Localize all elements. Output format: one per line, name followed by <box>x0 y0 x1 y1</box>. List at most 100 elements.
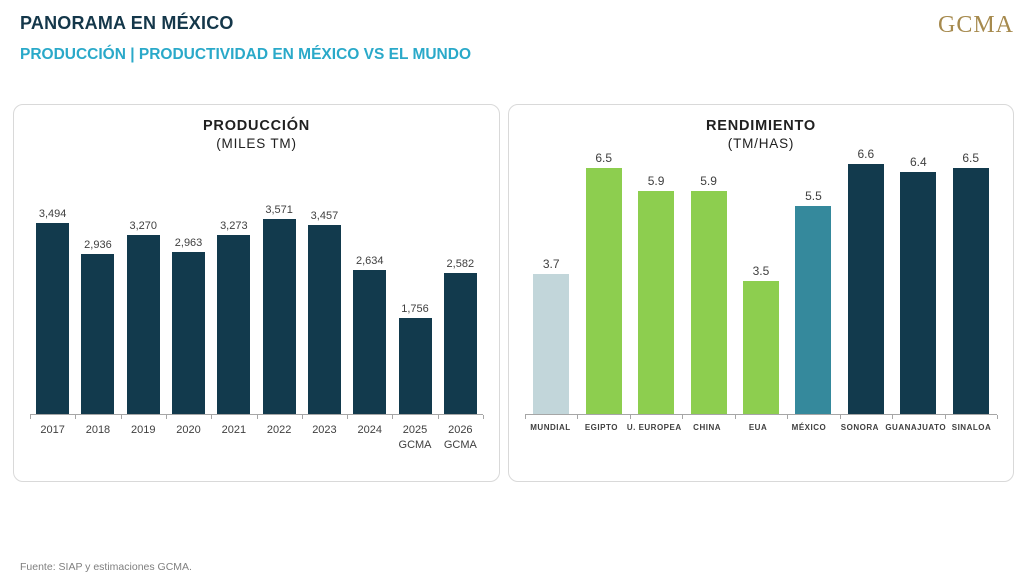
page-title: PANORAMA EN MÉXICO <box>20 13 234 33</box>
bar-value-label: 5.5 <box>805 188 822 203</box>
production-bar-chart: 3,494 2,936 3,270 2,963 3,273 3,571 3,457 2,634… <box>30 105 484 481</box>
yield-chart-card: RENDIMIENTO (TM/HAS) 3.7 6.5 5.9 5.9 3.5 5.5 6… <box>508 104 1014 482</box>
axis-tick <box>629 415 631 419</box>
category-label: 2021 <box>221 424 247 436</box>
bar-group-2018: 2,936 <box>75 239 120 414</box>
plot-area: 3,494 2,936 3,270 2,963 3,273 3,571 3,457 2,634… <box>30 204 483 415</box>
axis-tick <box>256 415 258 419</box>
category-label: SINALOA <box>951 423 992 432</box>
category-label: 2025 GCMA <box>398 424 432 451</box>
axis-tick <box>525 415 526 419</box>
bar <box>690 190 727 414</box>
axis-tick <box>120 415 122 419</box>
axis-tick <box>787 415 789 419</box>
axis-tick <box>997 415 998 419</box>
bar <box>795 205 832 414</box>
bar <box>847 164 884 414</box>
category-label: 2017 <box>40 424 65 436</box>
axis-tick <box>301 415 303 419</box>
axis-tick <box>483 415 484 419</box>
axis-tick <box>892 415 894 419</box>
category-label: MÉXICO <box>791 423 827 432</box>
category-label: MUNDIAL <box>530 423 571 432</box>
bar-value-label: 3.5 <box>752 264 770 279</box>
bar-value-label: 3.7 <box>542 256 560 271</box>
bar-value-label: 3,270 <box>129 220 157 233</box>
chart-unit-subtitle: (MILES TM) <box>216 136 297 151</box>
bar <box>217 235 251 414</box>
category-label: 2026 GCMA <box>443 424 477 451</box>
bar-group-2023: 3,457 <box>302 210 347 414</box>
bar-value-label: 6.5 <box>595 150 612 165</box>
category-label: EGIPTO <box>584 423 618 432</box>
production-chart-card: PRODUCCIÓN (MILES TM) 3,494 2,936 3,270 2,9… <box>13 104 500 482</box>
axis-tick <box>577 415 579 419</box>
bar-value-label: 2,936 <box>84 238 112 251</box>
category-label: EUA <box>748 423 768 432</box>
bar <box>126 235 160 414</box>
category-label: 2019 <box>131 424 156 436</box>
bar-group-u-europea: 5.9 <box>630 173 682 414</box>
axis-tick <box>165 415 167 419</box>
bar-value-label: 1,756 <box>401 303 429 316</box>
bar <box>533 273 570 414</box>
bar-group-guanajuato: 6.4 <box>892 155 944 414</box>
category-label: U. EUROPEA <box>626 423 682 432</box>
bar-group-2019: 3,270 <box>121 220 166 414</box>
bar <box>585 167 622 414</box>
yield-chart-header: RENDIMIENTO (TM/HAS) <box>509 118 1013 151</box>
bar-group-m-xico: 5.5 <box>787 189 839 414</box>
page-subtitle: PRODUCCIÓN | PRODUCTIVIDAD EN MÉXICO VS … <box>20 46 471 63</box>
bar-value-label: 6.6 <box>857 147 875 161</box>
x-axis-labels: 2017 2018 2019 2020 2021 2022 2023 2024 2025 GCMA… <box>30 415 483 481</box>
bar-value-label: 6.4 <box>909 154 927 169</box>
bar-value-label: 3,571 <box>265 204 293 216</box>
bar <box>398 318 432 414</box>
bar-group-2017: 3,494 <box>30 208 75 414</box>
axis-tick <box>682 415 684 419</box>
bar-value-label: 6.5 <box>962 150 980 165</box>
axis-tick <box>75 415 77 419</box>
bar <box>36 223 70 414</box>
axis-tick <box>392 415 394 419</box>
bar-group-2020: 2,963 <box>166 237 211 414</box>
bar <box>742 281 779 414</box>
bar-value-label: 2,634 <box>355 255 384 268</box>
bar <box>307 225 341 414</box>
bar <box>638 190 675 414</box>
axis-tick <box>734 415 736 419</box>
bar-group-2025: 1,756 <box>392 303 437 414</box>
bar-value-label: 2,963 <box>174 237 203 250</box>
x-axis-labels: MUNDIAL EGIPTO U. EUROPEA CHINA EUA MÉXICO SON… <box>525 415 997 481</box>
plot-area: 3.7 6.5 5.9 5.9 3.5 5.5 6.6 6.4 6.5 <box>525 147 997 415</box>
bar-group-2021: 3,273 <box>211 220 256 414</box>
bar <box>353 270 387 414</box>
category-label: 2020 <box>176 424 201 436</box>
bar-value-label: 3,457 <box>310 210 339 223</box>
bar-value-label: 5.9 <box>647 173 665 188</box>
category-label: CHINA <box>693 423 722 432</box>
axis-tick <box>211 415 213 419</box>
bar <box>262 219 296 414</box>
axis-tick <box>437 415 439 419</box>
category-label: GUANAJUATO <box>885 423 947 432</box>
bar <box>172 252 206 414</box>
bar <box>81 253 115 414</box>
axis-tick <box>30 415 31 419</box>
gcma-logo: GCMA <box>937 12 1014 38</box>
category-label: 2024 <box>357 424 382 436</box>
bar-value-label: 5.9 <box>700 173 717 188</box>
category-label: 2022 <box>266 424 292 436</box>
axis-tick <box>347 415 349 419</box>
bar <box>900 171 937 414</box>
axis-tick <box>944 415 946 419</box>
bar-value-label: 3,494 <box>38 208 67 221</box>
bar-group-eua: 3.5 <box>735 264 787 414</box>
bar-group-china: 5.9 <box>682 173 734 414</box>
category-label: SONORA <box>840 423 879 432</box>
source-note: Fuente: SIAP y estimaciones GCMA. <box>20 561 192 573</box>
chart-title: RENDIMIENTO <box>705 118 817 134</box>
bar-group-2022: 3,571 <box>256 204 301 414</box>
axis-tick <box>839 415 841 419</box>
bar-group-2026: 2,582 <box>438 258 483 414</box>
